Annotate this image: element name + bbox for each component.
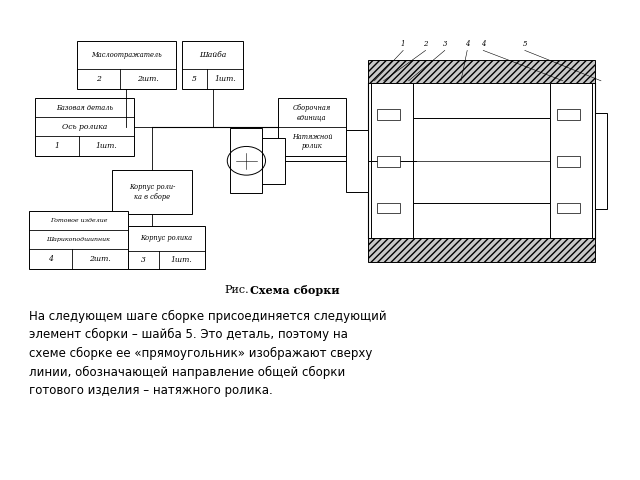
Text: 4: 4 bbox=[48, 255, 53, 263]
Text: Маслоотражатель: Маслоотражатель bbox=[91, 51, 162, 59]
Bar bbox=[368, 239, 595, 262]
Text: 3: 3 bbox=[442, 40, 447, 48]
Text: Схема сборки: Схема сборки bbox=[250, 285, 339, 296]
Text: 2: 2 bbox=[96, 75, 101, 83]
Text: Корпус ролика: Корпус ролика bbox=[140, 234, 193, 242]
Bar bbox=[182, 41, 243, 89]
Bar bbox=[368, 239, 595, 262]
Text: Базовая деталь: Базовая деталь bbox=[56, 104, 113, 112]
Bar bbox=[230, 128, 262, 193]
Text: 5: 5 bbox=[192, 75, 197, 83]
Bar bbox=[368, 60, 595, 83]
Bar bbox=[262, 137, 285, 184]
Bar bbox=[557, 109, 580, 120]
Text: На следующем шаге сборке присоединяется следующий
элемент сборки – шайба 5. Это : На следующем шаге сборке присоединяется … bbox=[29, 310, 387, 397]
Text: Шайба: Шайба bbox=[199, 51, 227, 59]
Text: 1: 1 bbox=[54, 142, 60, 150]
Bar bbox=[550, 83, 592, 239]
Text: 2шт.: 2шт. bbox=[138, 75, 159, 83]
Text: 1шт.: 1шт. bbox=[96, 142, 118, 150]
Bar bbox=[77, 41, 176, 89]
Text: 2шт.: 2шт. bbox=[90, 255, 111, 263]
Bar bbox=[278, 98, 346, 156]
Text: 1шт.: 1шт. bbox=[214, 75, 236, 83]
Text: Корпус роли-
ка в сборе: Корпус роли- ка в сборе bbox=[129, 183, 175, 201]
Text: 2: 2 bbox=[423, 40, 428, 48]
Text: 1: 1 bbox=[401, 40, 406, 48]
Text: Ось ролика: Ось ролика bbox=[62, 122, 108, 131]
Bar bbox=[413, 118, 550, 204]
Text: Готовое изделие: Готовое изделие bbox=[50, 218, 107, 223]
Text: Рис.: Рис. bbox=[225, 286, 249, 295]
Bar bbox=[557, 203, 580, 213]
Text: Шарикоподшипник: Шарикоподшипник bbox=[47, 237, 110, 242]
Bar bbox=[595, 113, 607, 209]
Bar bbox=[378, 203, 401, 213]
Bar bbox=[29, 211, 128, 269]
Text: 3: 3 bbox=[141, 256, 146, 264]
Bar bbox=[557, 156, 580, 167]
Text: 4: 4 bbox=[481, 40, 486, 48]
Bar bbox=[128, 226, 205, 269]
Text: 4: 4 bbox=[465, 40, 470, 48]
Text: Сборочная
единица: Сборочная единица bbox=[293, 104, 331, 121]
Text: Натяжной
ролик: Натяжной ролик bbox=[292, 133, 332, 150]
Text: 1шт.: 1шт. bbox=[171, 256, 193, 264]
Bar bbox=[371, 83, 413, 239]
Bar bbox=[378, 156, 401, 167]
Bar bbox=[112, 170, 192, 214]
Bar bbox=[35, 98, 134, 156]
Bar bbox=[346, 130, 368, 192]
Bar bbox=[368, 60, 595, 83]
Bar bbox=[378, 109, 401, 120]
Text: 5: 5 bbox=[522, 40, 527, 48]
